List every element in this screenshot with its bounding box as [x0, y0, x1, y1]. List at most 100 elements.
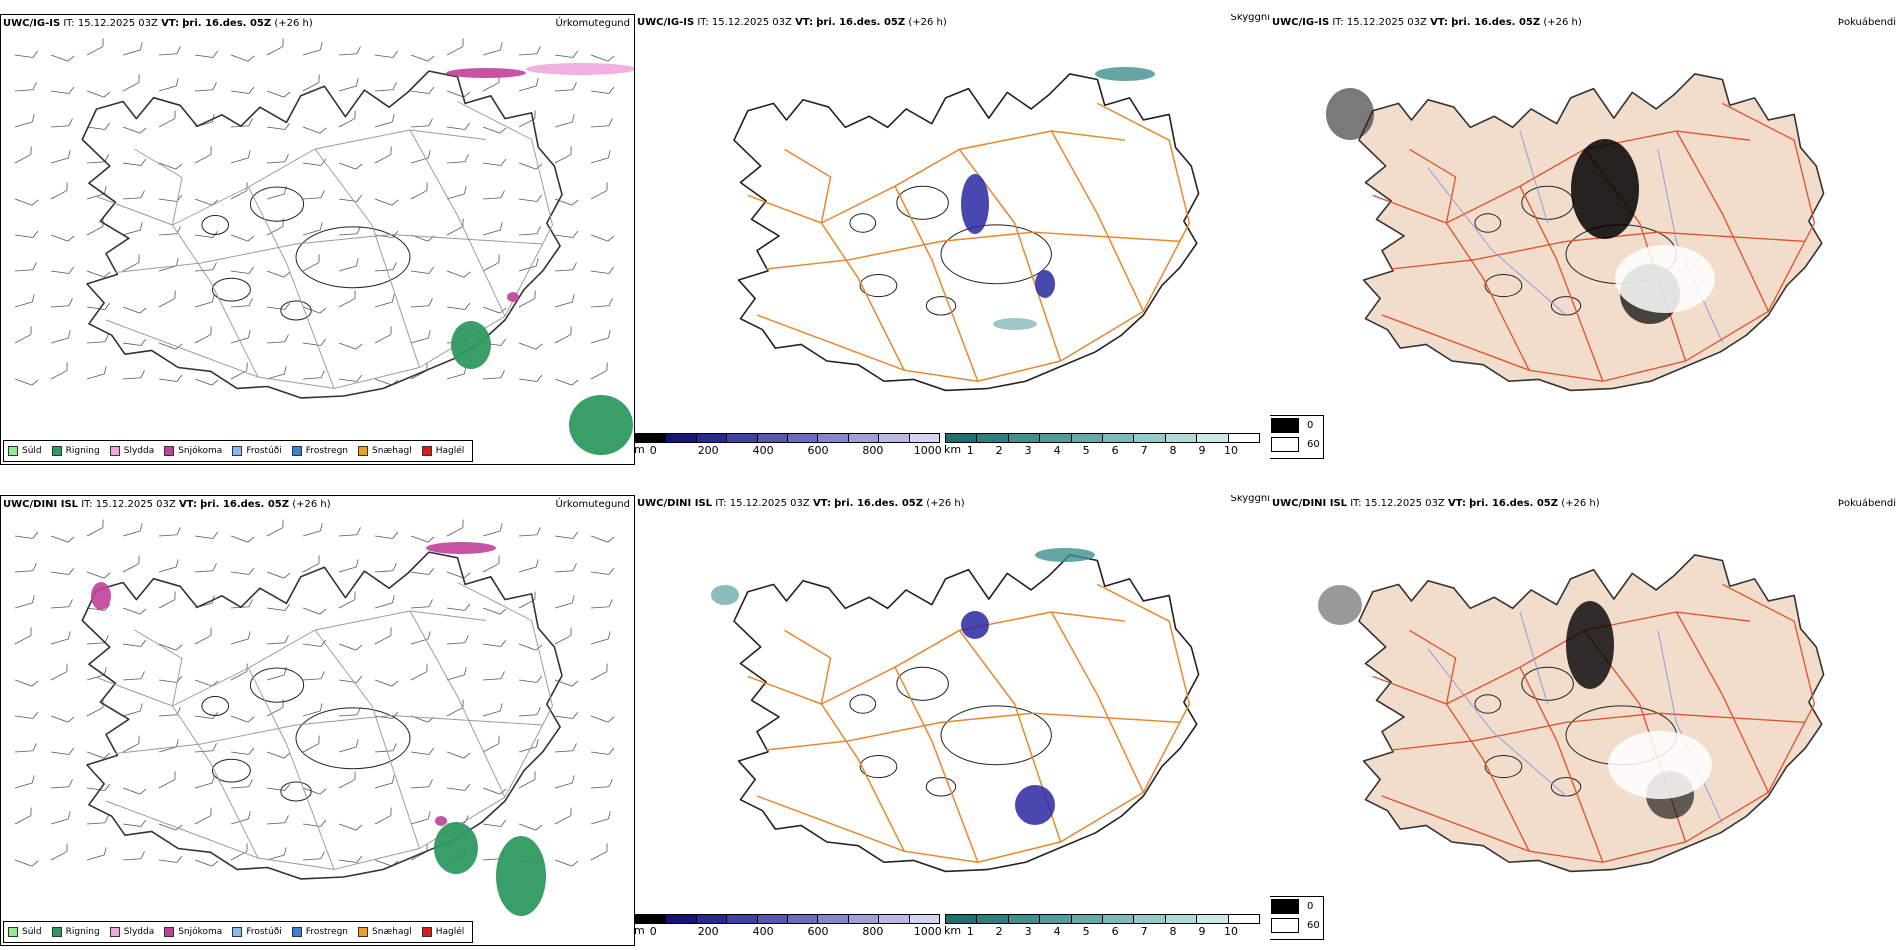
- road-line: [1050, 130, 1145, 312]
- vt-value: þri. 16.des. 05Z: [1451, 17, 1541, 28]
- wind-barb: [374, 114, 395, 128]
- wind-barb: [590, 599, 613, 609]
- glacier-outline: [1521, 666, 1574, 701]
- glacier-outline: [925, 777, 957, 797]
- wind-barb-feather: [247, 55, 255, 62]
- wind-barb-staff: [86, 571, 105, 579]
- precip-legend-item: Snæhagl: [358, 927, 412, 937]
- iceland-coastline: [81, 70, 563, 399]
- wind-barb-feather: [103, 667, 107, 676]
- wind-barb-staff: [302, 342, 321, 346]
- wind-barb: [230, 266, 255, 274]
- wind-barb-feather: [534, 110, 536, 119]
- wind-barb: [50, 631, 71, 645]
- wind-barb: [482, 42, 503, 56]
- wind-barb-staff: [590, 715, 609, 723]
- wind-barb-staff: [158, 643, 177, 651]
- wind-barb: [446, 519, 464, 537]
- low-ceiling-area: [961, 174, 989, 234]
- wind-barb: [590, 266, 615, 274]
- wind-barb-staff: [86, 854, 105, 861]
- wind-barb: [410, 150, 431, 164]
- wind-barb-feather: [498, 735, 500, 744]
- precip-legend-item: Rigning: [51, 927, 100, 937]
- wind-barb-feather: [571, 775, 575, 784]
- wind-barb: [482, 819, 507, 827]
- wind-barb: [302, 607, 327, 615]
- wind-barb: [590, 567, 615, 575]
- ceiling-tick-label: 800: [862, 925, 884, 938]
- wind-barb-feather: [31, 860, 39, 867]
- wind-barb-staff: [410, 157, 429, 164]
- visibility-color-step: [1228, 915, 1260, 923]
- wind-barb-feather: [284, 603, 291, 611]
- wind-barb-feather: [104, 154, 109, 162]
- wind-barb: [266, 571, 291, 579]
- wind-barb-staff: [590, 157, 609, 164]
- wind-barb-staff: [194, 269, 213, 272]
- wind-barb: [590, 54, 615, 62]
- wind-barb-feather: [140, 819, 147, 827]
- wind-barb: [410, 234, 435, 242]
- wind-barb-feather: [608, 86, 615, 94]
- wind-barb: [158, 559, 179, 573]
- wind-barb: [410, 86, 435, 94]
- wind-barb-staff: [230, 751, 249, 755]
- wind-barb: [518, 374, 543, 382]
- wind-barb-staff: [338, 298, 356, 308]
- wind-barb-feather: [570, 627, 572, 636]
- wind-barb-staff: [230, 786, 249, 789]
- wind-barb-staff: [302, 563, 320, 573]
- wind-barb: [50, 234, 75, 242]
- snow-area: [446, 68, 526, 78]
- wind-barb-feather: [67, 150, 71, 159]
- wind-barb: [446, 783, 471, 791]
- wind-barb-feather: [31, 379, 39, 386]
- wind-barb-feather: [248, 118, 253, 126]
- wind-barb-feather: [607, 631, 611, 640]
- wind-barb: [374, 743, 397, 753]
- wind-barb-feather: [500, 819, 507, 827]
- precip-type-map-row1: [14, 38, 634, 455]
- vt-value: þri. 16.des. 05Z: [834, 498, 923, 509]
- wind-barb-feather: [247, 150, 251, 159]
- fog-map-row1: [1326, 73, 1825, 392]
- wind-barb: [554, 230, 579, 238]
- wind-barb-staff: [374, 750, 393, 753]
- wind-barb-staff: [158, 265, 177, 272]
- wind-barb: [194, 627, 212, 645]
- wind-barb-feather: [32, 82, 37, 90]
- wind-barb: [482, 639, 507, 647]
- wind-barb-feather: [248, 86, 255, 94]
- wind-barb-feather: [570, 146, 572, 155]
- wind-barb: [302, 74, 320, 92]
- wind-barb-staff: [518, 162, 537, 170]
- wind-barb-staff: [50, 638, 69, 645]
- ceiling-color-step: [666, 434, 697, 442]
- wind-barb: [518, 78, 539, 92]
- wind-barb-staff: [50, 818, 69, 825]
- wind-barb: [338, 675, 363, 683]
- wind-barb: [14, 262, 37, 272]
- wind-barb-feather: [140, 338, 147, 346]
- wind-barb: [266, 38, 284, 56]
- wind-barb-feather: [103, 186, 107, 195]
- wind-barb-staff: [554, 750, 573, 753]
- wind-barb: [230, 779, 253, 789]
- wind-barb: [518, 194, 543, 202]
- wind-barb: [518, 707, 541, 717]
- wind-barb-staff: [266, 373, 285, 380]
- wind-barb-staff: [590, 818, 609, 825]
- wind-barb-feather: [248, 599, 253, 607]
- ceiling-colorbar: 0 200 400 600 800 1000 m: [635, 914, 942, 940]
- it-value: 15.12.2025 03Z: [1364, 498, 1445, 509]
- wind-barb-feather: [31, 595, 35, 604]
- wind-barb-staff: [194, 89, 213, 92]
- wind-barb-staff: [14, 750, 33, 753]
- wind-barb-staff: [122, 743, 140, 753]
- ceiling-unit: m: [635, 443, 645, 456]
- wind-barb-staff: [122, 377, 141, 380]
- wind-barb-feather: [30, 326, 32, 335]
- wind-barb: [230, 715, 255, 723]
- wind-barb: [230, 234, 255, 242]
